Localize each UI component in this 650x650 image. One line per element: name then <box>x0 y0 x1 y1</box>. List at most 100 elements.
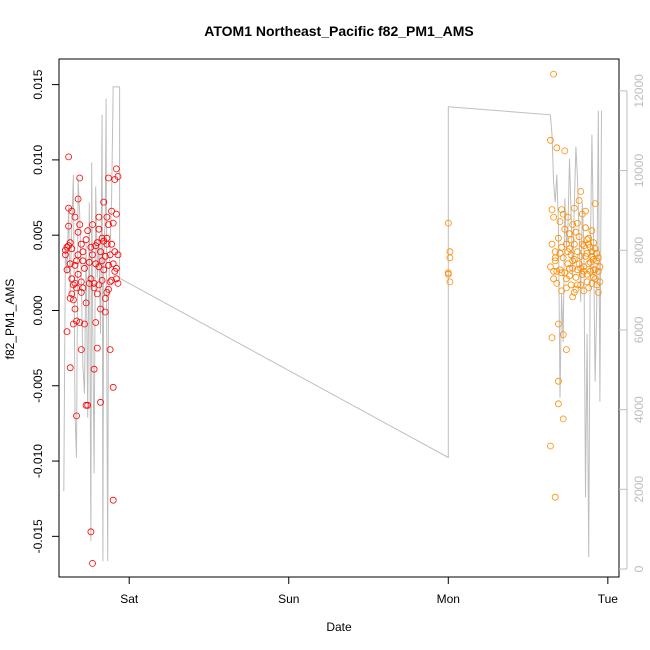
series-1-point <box>81 320 88 328</box>
series-1-point <box>66 364 74 372</box>
series-2-point <box>585 234 593 242</box>
series-2-point <box>596 278 604 286</box>
series-1-point <box>103 213 111 221</box>
series-1-point <box>82 236 90 244</box>
series-2-point <box>446 254 454 262</box>
series-2-point <box>558 269 565 277</box>
series-2-point <box>564 213 572 221</box>
series-2-point <box>561 269 569 277</box>
series-1-point <box>92 260 100 268</box>
x-axis: Sat Sun Mon Tue <box>120 576 619 606</box>
series-1-point <box>114 279 122 287</box>
series-2-point <box>588 279 596 287</box>
y2-tick-label: 0 <box>632 565 646 572</box>
series-1-point <box>77 346 85 354</box>
series-2-point <box>555 320 562 328</box>
points-layer <box>62 70 604 567</box>
series-1-point <box>113 210 120 218</box>
series-1-point <box>109 260 117 268</box>
series-2-point <box>594 288 602 296</box>
series-1-point <box>114 173 122 180</box>
series-2-point <box>564 260 572 268</box>
series-2-point <box>574 219 581 227</box>
secondary-line-layer <box>63 86 602 562</box>
y-tick-label: 0.005 <box>31 220 45 250</box>
y2-tick-label: 12000 <box>632 74 646 108</box>
series-1-point <box>92 319 100 326</box>
series-2-point <box>570 255 578 263</box>
y-tick-label: 0.015 <box>31 69 45 99</box>
series-2-point <box>569 264 577 272</box>
plot-frame <box>58 58 620 578</box>
series-2-point <box>551 254 559 262</box>
series-2-point <box>555 400 562 408</box>
series-1-point <box>108 276 115 284</box>
series-2-point <box>553 267 561 275</box>
series-1-point <box>101 252 109 260</box>
series-2-point <box>582 207 589 215</box>
series-2-point <box>575 233 583 241</box>
series-2-point <box>591 200 599 208</box>
series-1-point <box>109 496 117 504</box>
series-2-point <box>558 287 565 295</box>
series-2-point <box>591 245 599 253</box>
series-2-point <box>550 70 557 78</box>
series-2-point <box>563 240 570 248</box>
series-1-point <box>93 344 101 352</box>
series-2-point <box>583 236 591 244</box>
series-2-point <box>588 227 596 235</box>
series-2-point <box>550 275 557 283</box>
series-1-point <box>68 245 76 253</box>
series-1-point <box>87 243 95 251</box>
series-1-point <box>95 213 103 221</box>
series-1-point <box>79 284 87 292</box>
y2-tick-label: 6000 <box>632 316 646 343</box>
series-1-point <box>89 221 96 229</box>
series-2-point <box>444 219 452 227</box>
series-1-point <box>70 296 77 304</box>
series-2-point <box>578 240 586 248</box>
series-2-point <box>570 240 578 248</box>
series-1-point <box>98 276 106 284</box>
series-2-point <box>548 240 556 248</box>
series-1-point <box>109 219 117 227</box>
y-tick-label: 0.010 <box>31 145 45 175</box>
y-axis: -0.015 -0.010 -0.005 0.000 0.005 0.010 0.015 <box>31 69 60 553</box>
series-1-point <box>108 240 115 248</box>
series-1-point <box>71 305 79 313</box>
series-1-point <box>76 174 84 182</box>
y2-tick-label: 4000 <box>632 396 646 423</box>
series-2-point <box>556 218 564 226</box>
series-1-point <box>63 243 71 251</box>
series-2-point <box>550 267 557 275</box>
series-2-point <box>558 206 565 214</box>
series-2-point <box>585 260 593 268</box>
series-1-point <box>93 290 101 298</box>
series-1-point <box>71 261 79 269</box>
series-1-point <box>63 266 71 274</box>
series-2-point <box>577 188 585 195</box>
series-1-point <box>100 266 108 274</box>
series-1-point <box>106 346 114 354</box>
series-1-point <box>73 317 80 325</box>
series-1-point <box>113 275 120 283</box>
series-2-point <box>580 263 588 271</box>
series-1-point <box>66 294 74 302</box>
series-1-point <box>77 240 85 248</box>
series-2-point <box>590 273 597 281</box>
series-2-point <box>572 273 580 281</box>
series-1-point <box>105 221 112 229</box>
series-2-point <box>444 270 452 278</box>
series-2-point <box>561 147 569 155</box>
series-1-point <box>101 308 109 316</box>
x-tick-label: Tue <box>598 592 619 606</box>
secondary-series-line <box>63 86 602 562</box>
series-1-point <box>76 319 84 326</box>
series-1-point <box>95 281 103 289</box>
x-axis-label: Date <box>326 620 352 634</box>
series-2-point <box>594 254 602 262</box>
series-2-point <box>559 254 567 262</box>
y2-tick-label: 10000 <box>632 154 646 188</box>
series-1-point <box>100 198 108 206</box>
series-2-point <box>569 221 577 229</box>
